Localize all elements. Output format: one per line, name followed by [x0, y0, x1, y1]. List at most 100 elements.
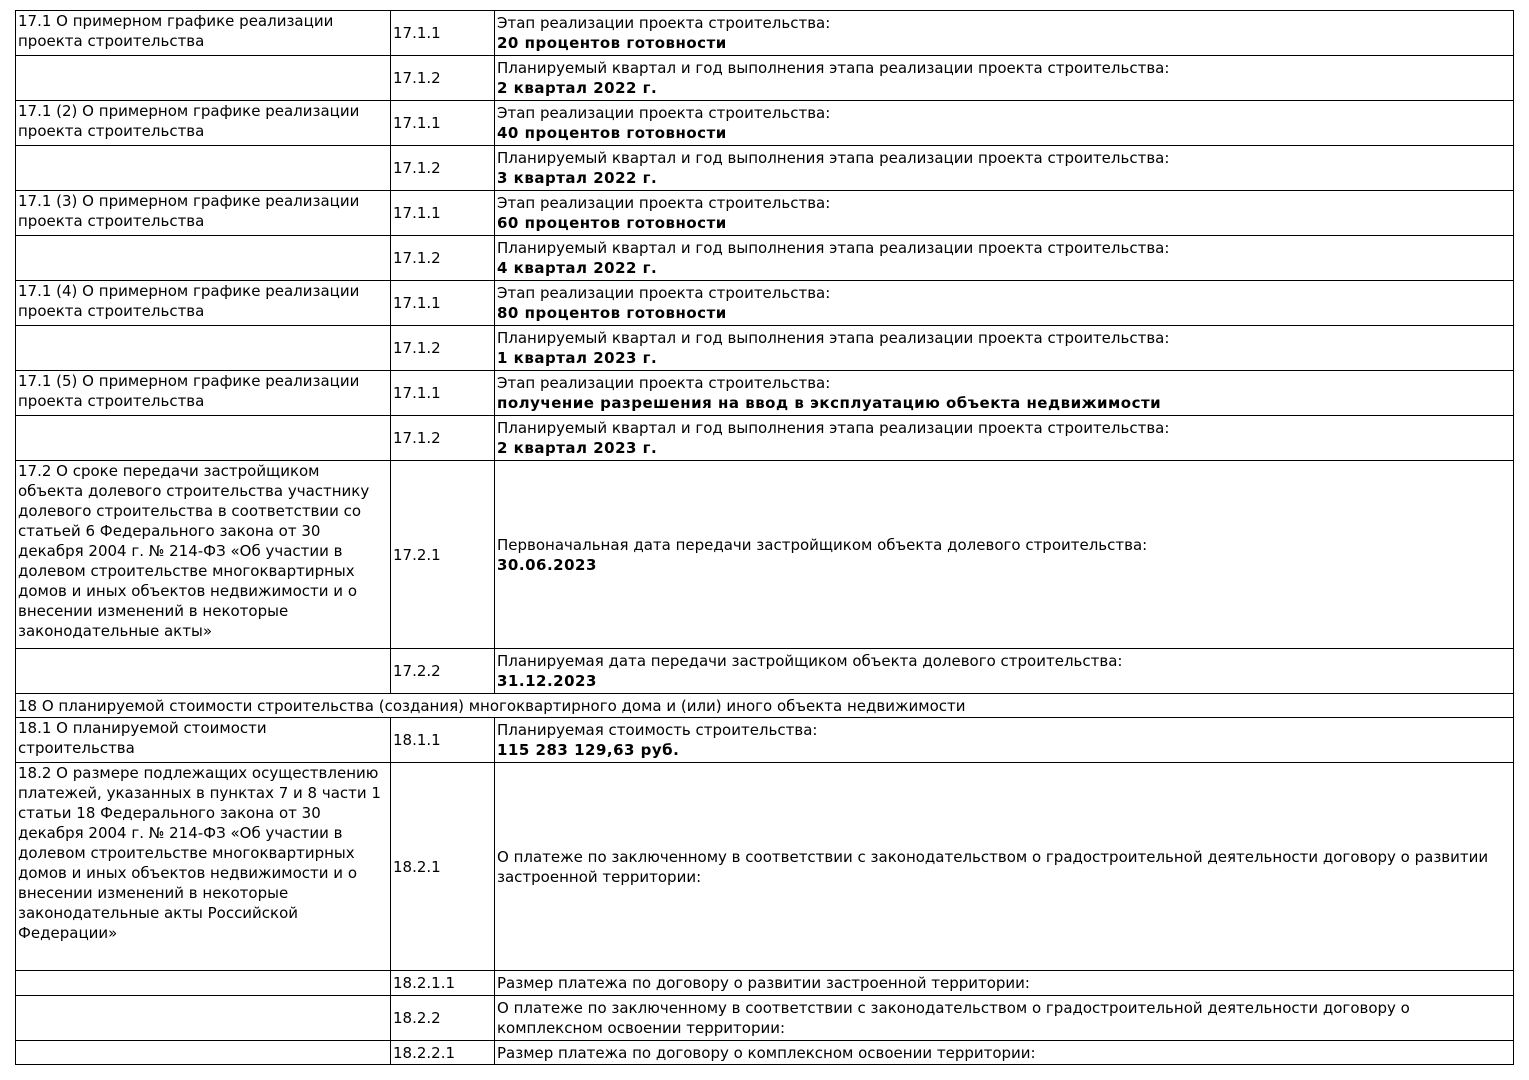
item-value: 2 квартал 2022 г. [497, 79, 658, 97]
item-label: Планируемый квартал и год выполнения эта… [497, 329, 1170, 347]
item-value: 40 процентов готовности [497, 124, 727, 142]
item-code: 18.2.2.1 [393, 1043, 456, 1062]
item-value: 31.12.2023 [497, 672, 597, 690]
section-cell [15, 325, 391, 371]
item-code: 17.1.1 [393, 114, 441, 132]
section-cell [15, 55, 391, 101]
value-cell: Размер платежа по договору о развитии за… [494, 970, 1514, 996]
item-label: Этап реализации проекта строительства: [497, 194, 831, 212]
code-cell: 17.2.2 [390, 648, 495, 694]
code-cell: 17.1.2 [390, 235, 495, 281]
code-cell: 18.2.2.1 [390, 1040, 495, 1065]
section-cell [15, 970, 391, 996]
code-cell: 18.2.1 [390, 762, 495, 971]
section-cell [15, 1040, 391, 1065]
item-code: 17.2.1 [393, 545, 441, 564]
item-label: О платеже по заключенному в соответствии… [497, 999, 1410, 1037]
item-code: 17.1.2 [393, 429, 441, 447]
table-row: 17.1 (3) О примерном графике реализации … [15, 190, 1514, 236]
table-row: 17.1 О примерном графике реализации прое… [15, 10, 1514, 56]
table-row: 17.2 О сроке передачи застройщиком объек… [15, 460, 1514, 649]
code-cell: 17.1.2 [390, 415, 495, 461]
section-cell [15, 415, 391, 461]
table-row: 18.1 О планируемой стоимости строительст… [15, 717, 1514, 763]
table-row: 17.1 (5) О примерном графике реализации … [15, 370, 1514, 416]
code-cell: 17.1.1 [390, 100, 495, 146]
value-cell: Первоначальная дата передачи застройщико… [494, 460, 1514, 649]
value-cell: О платеже по заключенному в соответствии… [494, 762, 1514, 971]
item-label: Планируемый квартал и год выполнения эта… [497, 419, 1170, 437]
section-cell: 17.1 (2) О примерном графике реализации … [15, 100, 391, 146]
section-cell: 17.1 О примерном графике реализации прое… [15, 10, 391, 56]
value-cell: Этап реализации проекта строительства: по… [494, 370, 1514, 416]
code-cell: 18.2.1.1 [390, 970, 495, 996]
value-cell: Размер платежа по договору о комплексном… [494, 1040, 1514, 1065]
section-title: 17.1 О примерном графике реализации прое… [18, 12, 334, 50]
section-cell: 18.2 О размере подлежащих осуществлению … [15, 762, 391, 971]
item-code: 17.1.2 [393, 249, 441, 267]
item-label: Этап реализации проекта строительства: [497, 374, 831, 392]
table-row: 17.1.2 Планируемый квартал и год выполнен… [15, 415, 1514, 461]
item-label: Планируемый квартал и год выполнения эта… [497, 149, 1170, 167]
value-cell: О платеже по заключенному в соответствии… [494, 995, 1514, 1041]
table-row: 18.2.2 О платеже по заключенному в соотве… [15, 995, 1514, 1041]
item-value: 115 283 129,63 руб. [497, 741, 680, 759]
value-cell: Этап реализации проекта строительства: 80… [494, 280, 1514, 326]
table-row: 17.1.2 Планируемый квартал и год выполнен… [15, 325, 1514, 371]
item-code: 17.1.2 [393, 69, 441, 87]
item-code: 17.1.1 [393, 24, 441, 42]
item-code: 17.1.1 [393, 384, 441, 402]
code-cell: 17.1.2 [390, 325, 495, 371]
section-18-header: 18 О планируемой стоимости строительства… [15, 693, 1514, 718]
value-cell: Планируемый квартал и год выполнения эта… [494, 145, 1514, 191]
item-value: 60 процентов готовности [497, 214, 727, 232]
section-cell: 17.1 (3) О примерном графике реализации … [15, 190, 391, 236]
section-cell: 17.2 О сроке передачи застройщиком объек… [15, 460, 391, 649]
item-value: 1 квартал 2023 г. [497, 349, 658, 367]
table-row: 18.2.2.1 Размер платежа по договору о ком… [15, 1040, 1514, 1065]
item-value: 80 процентов готовности [497, 304, 727, 322]
item-value: 2 квартал 2023 г. [497, 439, 658, 457]
value-cell: Планируемая дата передачи застройщиком о… [494, 648, 1514, 694]
value-cell: Этап реализации проекта строительства: 20… [494, 10, 1514, 56]
table-row: 17.1.2 Планируемый квартал и год выполнен… [15, 235, 1514, 281]
item-label: Планируемая стоимость строительства: [497, 721, 818, 739]
item-code: 17.2.2 [393, 662, 441, 680]
item-value: 30.06.2023 [497, 555, 597, 574]
table-row: 18.2 О размере подлежащих осуществлению … [15, 762, 1514, 971]
item-code: 17.1.1 [393, 204, 441, 222]
item-code: 18.2.1.1 [393, 974, 456, 992]
section-header-text: 18 О планируемой стоимости строительства… [18, 696, 966, 715]
item-code: 18.2.2 [393, 1009, 441, 1027]
item-label: Планируемый квартал и год выполнения эта… [497, 239, 1170, 257]
table-row: 17.1.2 Планируемый квартал и год выполнен… [15, 55, 1514, 101]
section-title: 18.1 О планируемой стоимости строительст… [18, 719, 267, 757]
value-cell: Этап реализации проекта строительства: 60… [494, 190, 1514, 236]
value-cell: Планируемый квартал и год выполнения эта… [494, 415, 1514, 461]
section-cell: 17.1 (5) О примерном графике реализации … [15, 370, 391, 416]
item-code: 18.2.1 [393, 857, 441, 876]
item-code: 18.1.1 [393, 731, 441, 749]
table-row: 17.2.2 Планируемая дата передачи застройщ… [15, 648, 1514, 694]
code-cell: 17.1.1 [390, 190, 495, 236]
table-row: 17.1.2 Планируемый квартал и год выполнен… [15, 145, 1514, 191]
code-cell: 17.1.2 [390, 55, 495, 101]
value-cell: Планируемый квартал и год выполнения эта… [494, 55, 1514, 101]
item-label: Этап реализации проекта строительства: [497, 14, 831, 32]
table-row: 17.1 (2) О примерном графике реализации … [15, 100, 1514, 146]
code-cell: 17.2.1 [390, 460, 495, 649]
section-header-row: 18 О планируемой стоимости строительства… [15, 693, 1514, 718]
code-cell: 17.1.2 [390, 145, 495, 191]
item-value: 20 процентов готовности [497, 34, 727, 52]
code-cell: 17.1.1 [390, 370, 495, 416]
item-label: Этап реализации проекта строительства: [497, 284, 831, 302]
code-cell: 17.1.1 [390, 10, 495, 56]
value-cell: Планируемый квартал и год выполнения эта… [494, 235, 1514, 281]
project-info-table: 17.1 О примерном графике реализации прое… [15, 10, 1514, 1065]
table-row: 18.2.1.1 Размер платежа по договору о раз… [15, 970, 1514, 996]
section-cell: 17.1 (4) О примерном графике реализации … [15, 280, 391, 326]
value-cell: Планируемый квартал и год выполнения эта… [494, 325, 1514, 371]
section-title: 17.1 (2) О примерном графике реализации … [18, 102, 360, 140]
section-cell [15, 145, 391, 191]
item-label: Планируемая дата передачи застройщиком о… [497, 652, 1123, 670]
